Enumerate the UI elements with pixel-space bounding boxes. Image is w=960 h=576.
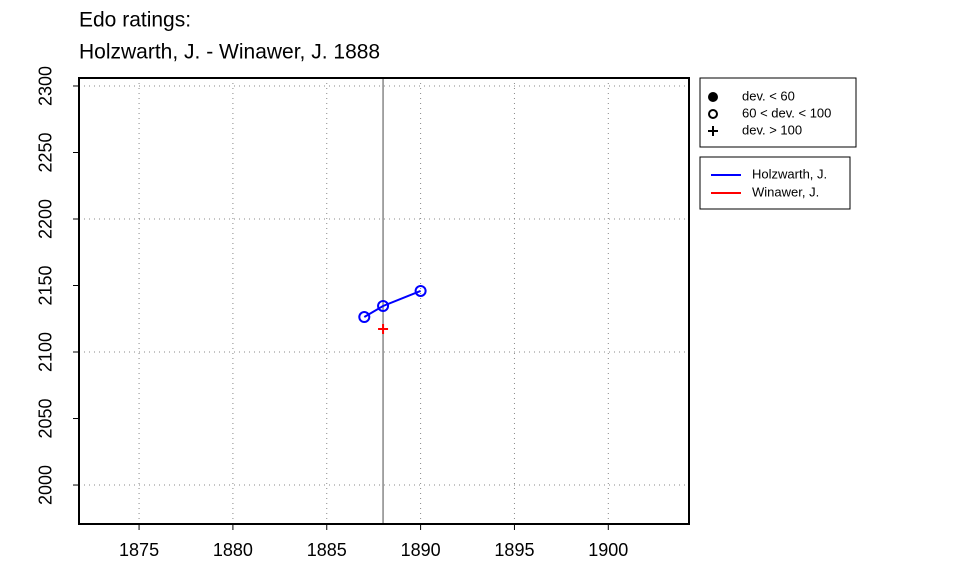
- data-point: [378, 324, 389, 334]
- x-tick-label: 1885: [307, 540, 347, 560]
- legend-symbol: [708, 126, 718, 136]
- x-tick-label: 1880: [213, 540, 253, 560]
- legend-box: [699, 77, 857, 148]
- x-tick-label: 1895: [494, 540, 534, 560]
- y-tick-label: 2150: [36, 265, 56, 305]
- data-point: [414, 284, 427, 297]
- legend-label: dev. < 60: [742, 88, 795, 103]
- data-point: [358, 311, 371, 324]
- x-tick-label: 1875: [119, 540, 159, 560]
- y-tick-label: 2100: [36, 332, 56, 372]
- legend-label: 60 < dev. < 100: [742, 105, 831, 120]
- legend-label: Winawer, J.: [752, 184, 819, 199]
- legend-symbol: [708, 92, 718, 102]
- y-tick-label: 2200: [36, 199, 56, 239]
- chart-title: Edo ratings:: [79, 9, 191, 32]
- y-tick-label: 2050: [36, 398, 56, 438]
- chart-subtitle: Holzwarth, J. - Winawer, J. 1888: [79, 41, 380, 64]
- x-tick-label: 1900: [588, 540, 628, 560]
- legend-label: dev. > 100: [742, 122, 802, 137]
- x-tick-label: 1890: [401, 540, 441, 560]
- legend-box: [699, 156, 851, 210]
- y-tick-label: 2000: [36, 465, 56, 505]
- y-tick-label: 2250: [36, 132, 56, 172]
- data-point: [377, 299, 390, 312]
- plot-frame: [78, 77, 690, 525]
- series-line: [363, 290, 421, 318]
- legend-label: Holzwarth, J.: [752, 166, 827, 181]
- legend-symbol: [708, 109, 718, 119]
- y-tick-label: 2300: [36, 66, 56, 106]
